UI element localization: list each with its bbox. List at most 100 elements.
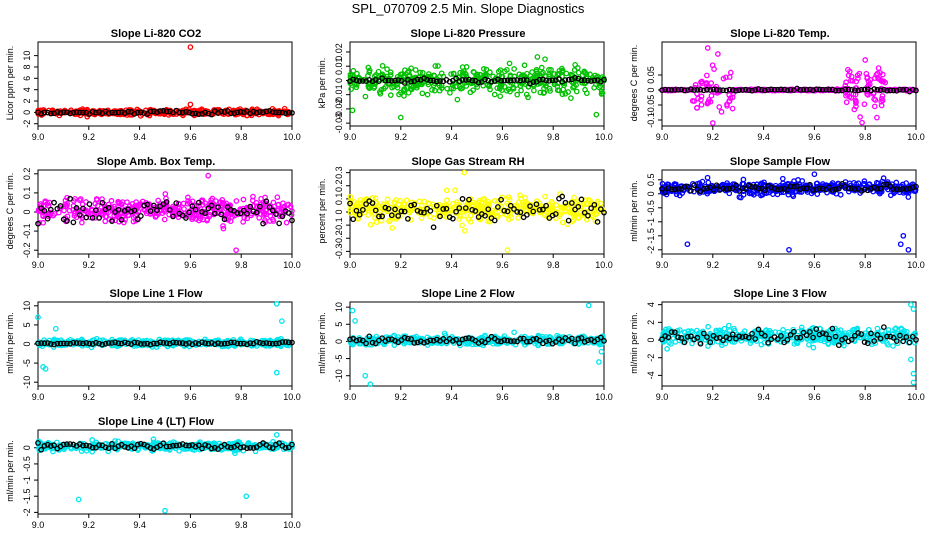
data-point xyxy=(543,194,547,198)
data-point xyxy=(380,64,384,68)
outlier-point xyxy=(206,174,210,178)
data-point xyxy=(109,199,113,203)
x-tick-label: 9.0 xyxy=(656,392,669,402)
data-point xyxy=(844,100,848,104)
data-point xyxy=(363,94,367,98)
outlier-point xyxy=(911,307,915,311)
data-point xyxy=(389,93,393,97)
y-axis-label: ml/min per min. xyxy=(629,169,639,253)
x-tick-label: 10.0 xyxy=(907,392,925,402)
x-tick-label: 9.4 xyxy=(757,132,770,142)
data-point xyxy=(420,91,424,95)
data-point xyxy=(860,120,864,124)
y-tick-label: 0.1 xyxy=(22,187,32,200)
x-tick-label: 9.2 xyxy=(83,260,96,270)
x-tick-label: 9.0 xyxy=(32,392,45,402)
data-point xyxy=(781,176,785,180)
data-point xyxy=(406,91,410,95)
x-tick-label: 9.2 xyxy=(707,392,720,402)
data-point xyxy=(463,229,467,233)
data-point xyxy=(422,199,426,203)
data-point xyxy=(139,214,143,218)
data-point xyxy=(492,218,496,222)
data-point xyxy=(722,327,726,331)
x-tick-label: 9.2 xyxy=(707,260,720,270)
x-tick-label: 9.0 xyxy=(344,132,357,142)
y-tick-label: -2 xyxy=(22,120,32,128)
data-point xyxy=(875,326,879,330)
y-axis-label: degrees C per min. xyxy=(629,41,639,125)
data-point xyxy=(516,216,520,220)
y-tick-label: -1 xyxy=(22,476,32,484)
data-point xyxy=(62,208,66,212)
data-point xyxy=(576,71,580,75)
y-axis-label: percent per min. xyxy=(317,169,327,253)
x-tick-label: 9.4 xyxy=(133,392,146,402)
y-tick-label: 4 xyxy=(646,302,656,307)
data-point xyxy=(87,202,91,206)
data-point xyxy=(876,66,880,70)
outlier-point xyxy=(911,371,915,375)
y-tick-label: -0.01 xyxy=(334,84,344,105)
outlier-point xyxy=(899,242,903,246)
y-axis-label: Licor ppm per min. xyxy=(5,41,15,125)
y-tick-label: 0 xyxy=(646,338,656,343)
data-point xyxy=(862,102,866,106)
x-tick-label: 9.4 xyxy=(445,132,458,142)
outlier-point xyxy=(599,350,603,354)
outlier-point xyxy=(685,242,689,246)
outlier-point xyxy=(787,248,791,252)
data-point xyxy=(906,195,910,199)
y-tick-label: 0 xyxy=(22,209,32,214)
y-tick-label: -10 xyxy=(22,376,32,389)
y-tick-label: -0.1 xyxy=(334,217,344,233)
main-title: SPL_070709 2.5 Min. Slope Diagnostics xyxy=(0,1,936,16)
data-point xyxy=(425,92,429,96)
x-tick-label: 9.4 xyxy=(757,392,770,402)
data-point xyxy=(705,73,709,77)
outlier-point xyxy=(363,374,367,378)
data-point xyxy=(445,188,449,192)
y-tick-label: 2 xyxy=(646,320,656,325)
data-point xyxy=(49,207,53,211)
data-point xyxy=(873,104,877,108)
y-tick-label: 8 xyxy=(22,64,32,69)
y-tick-label: 0.2 xyxy=(334,179,344,192)
y-tick-label: 0 xyxy=(334,339,344,344)
x-tick-label: 9.6 xyxy=(808,132,821,142)
data-point xyxy=(493,92,497,96)
x-tick-label: 10.0 xyxy=(907,260,925,270)
y-tick-label: 5 xyxy=(334,322,344,327)
x-tick-label: 9.6 xyxy=(496,260,509,270)
data-point xyxy=(705,175,709,179)
x-tick-label: 9.0 xyxy=(656,132,669,142)
outlier-point xyxy=(350,308,354,312)
data-point xyxy=(351,217,355,221)
data-point xyxy=(543,57,547,61)
x-tick-label: 9.2 xyxy=(395,132,408,142)
outlier-point xyxy=(353,319,357,323)
data-point xyxy=(727,323,731,327)
outlier-point xyxy=(716,52,720,56)
data-point xyxy=(390,226,394,230)
x-tick-label: 9.0 xyxy=(656,260,669,270)
data-point xyxy=(540,65,544,69)
x-tick-label: 9.6 xyxy=(808,392,821,402)
data-point xyxy=(80,220,84,224)
y-tick-label: 0 xyxy=(22,445,32,450)
x-tick-label: 10.0 xyxy=(595,260,613,270)
outlier-point xyxy=(188,45,192,49)
y-tick-label: 2 xyxy=(22,99,32,104)
